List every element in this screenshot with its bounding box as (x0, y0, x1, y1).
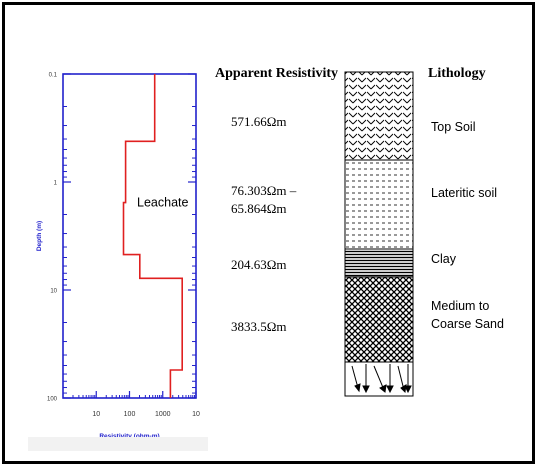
layer-bottom-arrows (345, 362, 413, 396)
resistivity-value-sand: 3833.5Ωm (231, 319, 287, 335)
layer-lateritic-soil (345, 160, 413, 249)
apparent-resistivity-heading: Apparent Resistivity (215, 66, 338, 82)
x-tick-label: 1000 (155, 411, 171, 418)
lithology-label-sand-2: Coarse Sand (431, 316, 504, 333)
y-axis-title: Depth (m) (36, 221, 43, 251)
resistivity-curve (124, 74, 183, 398)
lithology-label-clay: Clay (431, 251, 456, 268)
lithology-heading: Lithology (428, 66, 486, 82)
layer-medium-coarse-sand (345, 277, 413, 362)
x-tick-label: 100 (124, 411, 136, 418)
resistivity-value-lateritic-1: 76.303Ωm – (231, 183, 296, 199)
layer-clay (345, 249, 413, 277)
leachate-annotation: Leachate (137, 196, 188, 210)
resistivity-value-clay: 204.63Ωm (231, 257, 287, 273)
lithology-column (340, 70, 420, 400)
y-tick-label: 100 (47, 397, 58, 403)
x-tick-label: 10 (192, 411, 200, 418)
y-tick-label: 10 (50, 289, 57, 295)
y-tick-label: 0.1 (49, 73, 58, 79)
footer-strip (28, 437, 208, 451)
layer-top-soil (345, 72, 413, 160)
y-tick-label: 1 (54, 181, 58, 187)
lithology-label-sand-1: Medium to (431, 298, 489, 315)
lithology-label-lateritic-soil: Lateritic soil (431, 185, 497, 202)
resistivity-value-top-soil: 571.66Ωm (231, 114, 287, 130)
x-tick-label: 10 (92, 411, 100, 418)
lithology-label-top-soil: Top Soil (431, 119, 475, 136)
resistivity-value-lateritic-2: 65.864Ωm (231, 201, 287, 217)
plot-frame (63, 74, 196, 398)
